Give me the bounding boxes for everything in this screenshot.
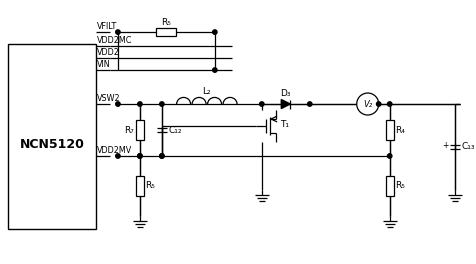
Circle shape	[212, 30, 217, 34]
Text: VDD2MC: VDD2MC	[97, 36, 132, 45]
Bar	[8, 44, 96, 229]
Circle shape	[212, 68, 217, 72]
Text: VSW2: VSW2	[97, 94, 120, 103]
Text: +: +	[441, 141, 448, 150]
Text: VDD2: VDD2	[97, 48, 119, 57]
Circle shape	[259, 102, 263, 106]
Text: R₅: R₅	[145, 181, 155, 190]
Text: T₁: T₁	[279, 120, 288, 129]
Text: C₁₃: C₁₃	[460, 143, 474, 152]
Text: C₁₂: C₁₂	[168, 125, 181, 134]
Bar	[385, 120, 393, 140]
Circle shape	[159, 154, 164, 158]
Text: V₂: V₂	[362, 100, 371, 109]
Text: VFILT: VFILT	[97, 22, 117, 31]
Circle shape	[387, 102, 391, 106]
Circle shape	[138, 154, 142, 158]
Circle shape	[116, 154, 120, 158]
Circle shape	[159, 154, 164, 158]
Circle shape	[159, 102, 164, 106]
Circle shape	[376, 102, 380, 106]
Text: R₅: R₅	[161, 18, 171, 27]
Text: VIN: VIN	[97, 60, 110, 69]
Bar	[136, 176, 144, 196]
Text: R₇: R₇	[124, 125, 134, 134]
Circle shape	[387, 154, 391, 158]
Circle shape	[116, 30, 120, 34]
Circle shape	[138, 102, 142, 106]
Text: R₅: R₅	[394, 181, 404, 190]
Text: R₄: R₄	[394, 125, 404, 134]
Circle shape	[116, 102, 120, 106]
Text: D₃: D₃	[280, 89, 290, 98]
Circle shape	[356, 93, 378, 115]
Bar	[385, 176, 393, 196]
Bar	[156, 28, 176, 36]
Polygon shape	[281, 100, 290, 109]
Circle shape	[138, 154, 142, 158]
Text: NCN5120: NCN5120	[20, 138, 84, 151]
Circle shape	[307, 102, 311, 106]
Bar	[136, 120, 144, 140]
Text: L₂: L₂	[202, 87, 211, 96]
Text: VDD2MV: VDD2MV	[97, 146, 132, 155]
